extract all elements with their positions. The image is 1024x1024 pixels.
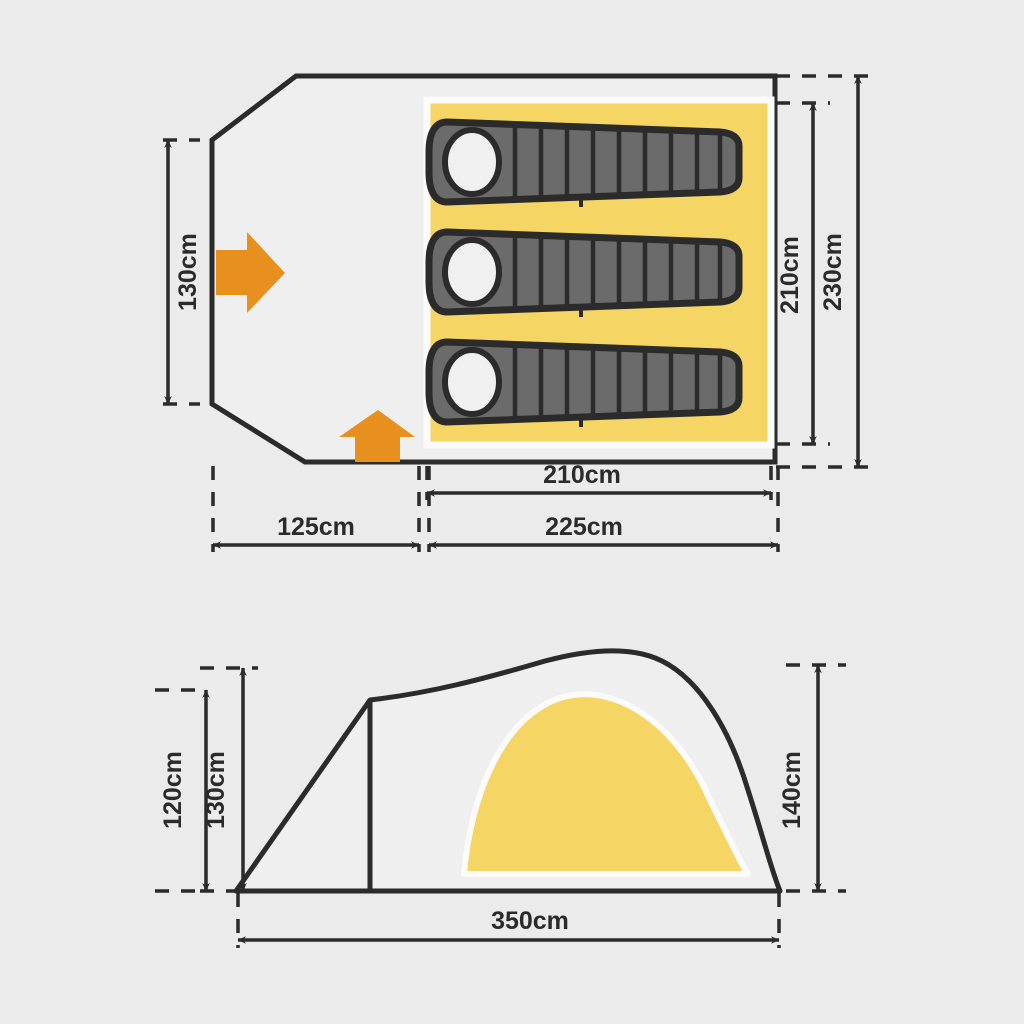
sleeping-bag-1	[425, 118, 743, 207]
dimension-120cm-elevation: 120cm	[155, 688, 210, 893]
dimension-230cm-plan-label: 230cm	[819, 233, 847, 311]
sleeping-bag-3	[425, 338, 743, 427]
dimension-210cm-plan-horizontal: 210cm	[425, 461, 773, 500]
entrance-arrow-side	[339, 410, 415, 462]
dimension-225cm-plan-label: 225cm	[545, 513, 623, 541]
dimension-120cm-elevation-label: 120cm	[159, 751, 187, 829]
dimension-350cm-elevation: 350cm	[236, 893, 781, 948]
dimension-130cm-plan: 130cm	[163, 138, 202, 406]
floor-plan-view: 130cm 210cm 230cm 210cm	[163, 73, 872, 552]
dimension-210cm-plan-horizontal-label: 210cm	[543, 461, 621, 489]
entrance-arrow-front	[216, 232, 285, 313]
dimension-140cm-elevation: 140cm	[778, 663, 846, 893]
dimension-225cm-plan: 225cm	[427, 466, 780, 552]
side-elevation-view: 120cm 130cm 140cm 350cm	[155, 648, 846, 948]
dimension-125cm-plan: 125cm	[211, 466, 421, 552]
inner-tent-dome	[461, 691, 751, 877]
dimension-210cm-plan-vertical: 210cm	[776, 101, 830, 446]
dimension-130cm-elevation: 130cm	[200, 666, 258, 893]
dimension-125cm-plan-label: 125cm	[277, 513, 355, 541]
dimension-230cm-plan: 230cm	[776, 74, 872, 469]
dimension-140cm-elevation-label: 140cm	[778, 751, 806, 829]
dimension-130cm-plan-label: 130cm	[174, 233, 202, 311]
sleeping-bag-2	[425, 228, 743, 317]
dimension-350cm-elevation-label: 350cm	[491, 907, 569, 935]
dimension-210cm-plan-vertical-label: 210cm	[776, 236, 804, 314]
dimension-130cm-elevation-label: 130cm	[202, 751, 230, 829]
